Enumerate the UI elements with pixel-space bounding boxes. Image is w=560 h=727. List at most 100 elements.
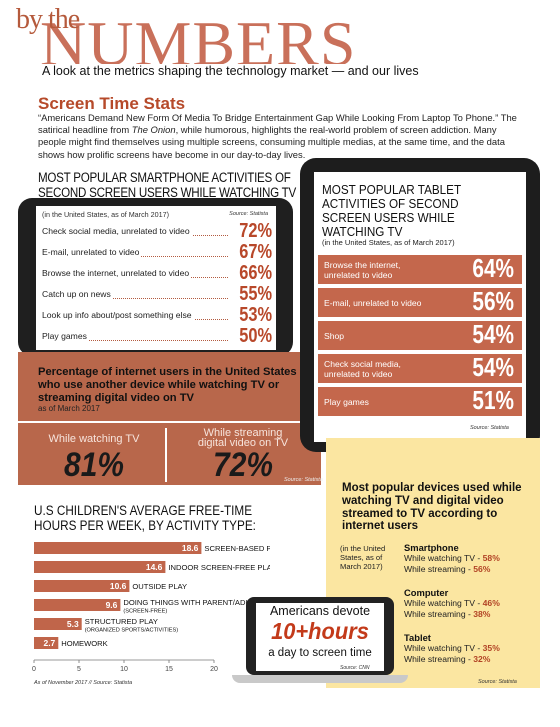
smartphone-row: Browse the internet, unrelated to video 6…	[42, 262, 272, 284]
x-tick-label: 5	[77, 666, 81, 673]
smartphone-title: MOST POPULAR SMARTPHONE ACTIVITIES OF SE…	[38, 170, 296, 200]
section-title: Screen Time Stats	[38, 94, 186, 113]
laptop-line1: Americans devote	[269, 604, 371, 618]
stat-label-streaming-line1: While streaming	[203, 427, 283, 439]
device-name: Computer	[404, 587, 449, 598]
device-name: Smartphone	[404, 542, 459, 553]
smartphone-row: Catch up on news 55%	[42, 283, 272, 305]
smartphone-row-value: 66%	[239, 262, 272, 284]
x-tick-label: 20	[210, 666, 218, 673]
tablet-row-label: Browse the internet, unrelated to video	[324, 259, 401, 280]
kids-bar-chart: 18.6 SCREEN-BASED PLAY 14.6 INDOOR SCREEN-F…	[32, 542, 270, 673]
devices-context: (in the United States, as of March 2017)	[340, 544, 386, 572]
streaming-panel	[18, 352, 321, 485]
bar-category-label: INDOOR SCREEN-FREE PLAY	[168, 563, 270, 572]
x-tick-label: 0	[32, 666, 36, 673]
streaming-date: as of March 2017	[38, 404, 100, 413]
tablet-row-value: 51%	[472, 385, 514, 415]
laptop-base	[232, 675, 408, 683]
bar	[34, 542, 202, 554]
devices-title: Most popular devices used while watching…	[342, 482, 522, 533]
stat-label-streaming: While streaming digital video on TV	[168, 427, 318, 449]
device-tv-line: While watching TV - 35%	[404, 643, 534, 654]
smartphone-context: (in the United States, as of March 2017)	[42, 210, 170, 219]
laptop-hours: 10+hours	[271, 618, 369, 644]
x-tick-label: 15	[165, 666, 173, 673]
smartphone-row-label: Play games	[42, 331, 89, 341]
device-stream-line: While streaming - 56%	[404, 564, 534, 575]
smartphone-row: Check social media, unrelated to video 72…	[42, 220, 272, 242]
streaming-question: Percentage of internet users in the Unit…	[38, 366, 297, 404]
stat-value-watching-tv: 81%	[64, 446, 124, 484]
smartphone-row-value: 55%	[239, 283, 272, 305]
device-name: Tablet	[404, 632, 431, 643]
stat-value-streaming: 72%	[213, 446, 273, 484]
device-tv-line: While watching TV - 46%	[404, 598, 534, 609]
tablet-row-value: 54%	[472, 352, 514, 382]
bar-value-label: 9.6	[106, 600, 118, 610]
device-group: Computer While watching TV - 46% While str…	[404, 587, 534, 620]
smartphone-row-value: 50%	[239, 325, 272, 347]
bar-value-label: 10.6	[110, 581, 127, 591]
device-group: Tablet While watching TV - 35% While strea…	[404, 632, 534, 665]
device-tv-value: 35%	[482, 643, 500, 653]
smartphone-row-label: Browse the internet, unrelated to video	[42, 268, 192, 278]
tablet-title: MOST POPULAR TABLET ACTIVITIES OF SECOND…	[322, 182, 461, 239]
bar-category-sublabel: (ORGANIZED SPORTS/ACTIVITIES)	[85, 628, 179, 634]
tagline: A look at the metrics shaping the techno…	[40, 64, 421, 78]
divider	[18, 421, 321, 423]
bar-value-label: 5.3	[67, 619, 79, 629]
intro-source: The Onion	[131, 124, 176, 136]
device-stream-label: While streaming -	[404, 564, 474, 574]
device-stream-value: 56%	[473, 564, 491, 574]
tablet-row: Shop 54%	[318, 319, 522, 350]
intro-text-after: , while humorous, highlights the real-wo…	[38, 124, 505, 160]
bar	[34, 618, 82, 630]
devices-source: Source: Statista	[478, 679, 517, 685]
bar	[34, 637, 59, 649]
bar-category-label: SCREEN-BASED PLAY	[204, 544, 270, 553]
tablet-row: Browse the internet, unrelated to video 6…	[318, 253, 522, 284]
divider	[165, 428, 167, 482]
laptop-source: Source: CNN	[340, 665, 370, 671]
masthead-byline: by the	[16, 4, 80, 35]
smartphone-row-label: Look up info about/post something else	[42, 310, 194, 320]
smartphone-row-label: E-mail, unrelated to video	[42, 247, 142, 257]
bar	[34, 561, 166, 573]
smartphone-row-value: 67%	[239, 241, 272, 263]
leader-dots	[42, 340, 228, 341]
tablet-row-value: 64%	[472, 253, 514, 283]
tablet-row-value: 56%	[472, 286, 514, 316]
bar-category-label: STRUCTURED PLAY	[85, 617, 158, 626]
bar-value-label: 2.7	[43, 638, 55, 648]
device-stream-value: 38%	[473, 609, 491, 619]
tablet-row-value: 54%	[472, 319, 514, 349]
bar-category-label: OUTSIDE PLAY	[132, 582, 187, 591]
tablet-source: Source: Statista	[470, 425, 509, 431]
bar-category-sublabel: (SCREEN-FREE)	[123, 609, 167, 615]
bar-category-label: DOING THINGS WITH PARENT/ADULT	[123, 598, 259, 607]
tablet-row-label: Play games	[324, 396, 369, 407]
tablet-row: E-mail, unrelated to video 56%	[318, 286, 522, 317]
tablet-row-label: Check social media, unrelated to video	[324, 358, 401, 379]
bar-value-label: 14.6	[146, 562, 163, 572]
intro-paragraph: “Americans Demand New Form Of Media To B…	[38, 112, 526, 161]
bar	[34, 599, 121, 611]
device-stream-label: While streaming -	[404, 654, 474, 664]
device-tv-label: While watching TV -	[404, 643, 483, 653]
smartphone-row-value: 72%	[239, 220, 272, 242]
stat-label-watching-tv: While watching TV	[48, 433, 140, 445]
smartphone-row: E-mail, unrelated to video 67%	[42, 241, 272, 263]
tablet-row: Play games 51%	[318, 385, 522, 416]
intro-text-before: “Americans Demand New Form Of Media To B…	[38, 112, 517, 136]
kids-chart-source: As of November 2017 // Source: Statista	[34, 680, 133, 686]
device-tv-line: While watching TV - 58%	[404, 553, 534, 564]
device-stream-label: While streaming -	[404, 609, 474, 619]
smartphone-row-value: 53%	[239, 304, 272, 326]
device-tv-label: While watching TV -	[404, 553, 483, 563]
tablet-row: Check social media, unrelated to video 54…	[318, 352, 522, 383]
device-tv-value: 46%	[482, 598, 500, 608]
bar	[34, 580, 130, 592]
smartphone-row-label: Check social media, unrelated to video	[42, 226, 192, 236]
x-tick-label: 10	[120, 666, 128, 673]
